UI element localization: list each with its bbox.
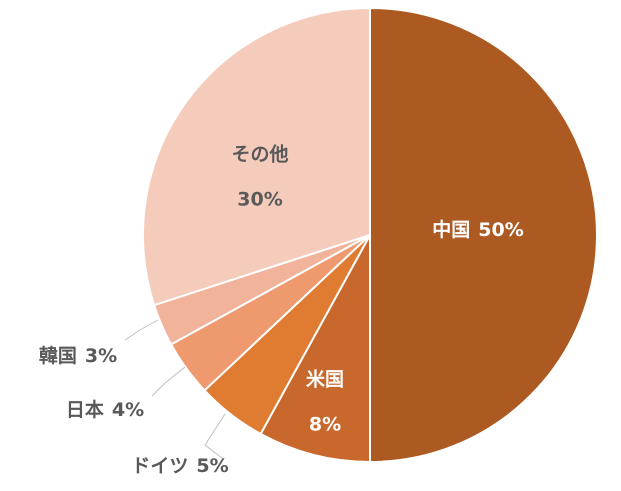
value-label: 4% [112,399,144,421]
value-label: 3% [85,345,117,367]
data-label: 中国 50% [432,218,524,241]
data-label: 日本 4% [66,398,144,421]
leader-line [204,413,226,459]
category-label: 米国 [306,368,344,391]
value-label: 30% [237,189,282,211]
leader-line [151,366,186,397]
leader-line [124,319,159,341]
value-label: 8% [309,414,341,436]
data-label: ドイツ 5% [131,455,228,477]
category-label: 日本 [66,398,104,421]
category-label: 中国 [432,218,470,241]
data-label: 韓国 3% [39,344,117,367]
category-label: ドイツ [131,455,188,477]
value-label: 50% [478,219,523,241]
pie-slice [369,6,598,464]
category-label: その他 [231,143,288,166]
pie-slice [259,234,371,464]
value-label: 5% [196,455,228,477]
category-label: 韓国 [39,344,77,367]
pie-slice [142,6,371,307]
